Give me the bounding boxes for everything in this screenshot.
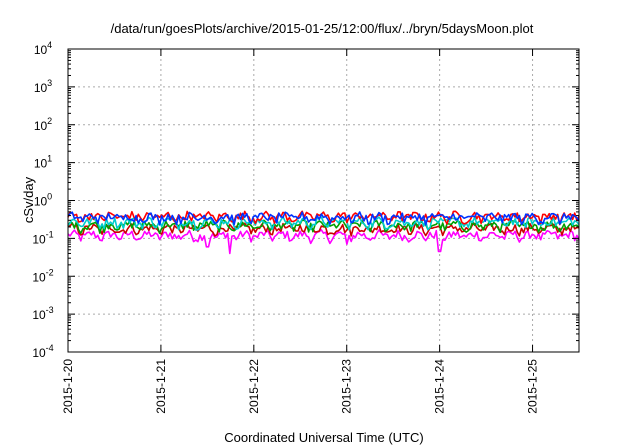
y-tick-exponent: -2 bbox=[46, 267, 54, 277]
y-tick-base: 10 bbox=[34, 43, 48, 57]
x-axis-label: Coordinated Universal Time (UTC) bbox=[224, 430, 423, 445]
x-tick-label: 2015-1-21 bbox=[154, 359, 168, 414]
series-line bbox=[67, 211, 580, 226]
y-tick-exponent: 2 bbox=[47, 116, 52, 126]
y-tick-label: 10-1 bbox=[32, 229, 53, 246]
y-axis-label: cSv/day bbox=[21, 176, 36, 223]
y-tick-exponent: -3 bbox=[46, 305, 54, 315]
y-tick-label: 10-2 bbox=[32, 267, 53, 284]
x-tick-label: 2015-1-24 bbox=[433, 359, 447, 414]
y-tick-exponent: 1 bbox=[47, 154, 52, 164]
y-tick-label: 102 bbox=[34, 116, 52, 133]
chart-title: /data/run/goesPlots/archive/2015-01-25/1… bbox=[111, 21, 534, 36]
y-tick-exponent: 3 bbox=[47, 78, 52, 88]
series-line bbox=[67, 222, 580, 237]
y-tick-base: 10 bbox=[34, 195, 48, 209]
x-tick-label: 2015-1-25 bbox=[526, 359, 540, 414]
grid bbox=[68, 49, 579, 352]
y-tick-exponent: 4 bbox=[47, 40, 52, 50]
y-tick-base: 10 bbox=[34, 157, 48, 171]
series-line bbox=[67, 215, 580, 231]
y-tick-exponent: 0 bbox=[47, 192, 52, 202]
series-group bbox=[67, 210, 580, 255]
y-tick-base: 10 bbox=[34, 81, 48, 95]
y-tick-exponent: -4 bbox=[46, 343, 54, 353]
x-tick-label: 2015-1-23 bbox=[340, 359, 354, 414]
x-tick-label: 2015-1-20 bbox=[61, 359, 75, 414]
y-tick-base: 10 bbox=[32, 232, 46, 246]
y-tick-label: 104 bbox=[34, 40, 52, 57]
y-tick-base: 10 bbox=[32, 308, 46, 322]
y-tick-base: 10 bbox=[32, 346, 46, 360]
y-tick-label: 100 bbox=[34, 192, 52, 209]
y-tick-label: 101 bbox=[34, 154, 52, 171]
y-tick-base: 10 bbox=[32, 270, 46, 284]
y-tick-label: 10-3 bbox=[32, 305, 53, 322]
x-axis: 2015-1-20 2015-1-21 2015-1-22 2015-1-23 2015… bbox=[61, 49, 540, 414]
y-tick-label: 103 bbox=[34, 78, 52, 95]
series-line bbox=[67, 229, 580, 255]
x-tick-label: 2015-1-22 bbox=[247, 359, 261, 414]
y-tick-label: 10-4 bbox=[32, 343, 53, 360]
y-tick-base: 10 bbox=[34, 119, 48, 133]
y-tick-exponent: -1 bbox=[46, 229, 54, 239]
